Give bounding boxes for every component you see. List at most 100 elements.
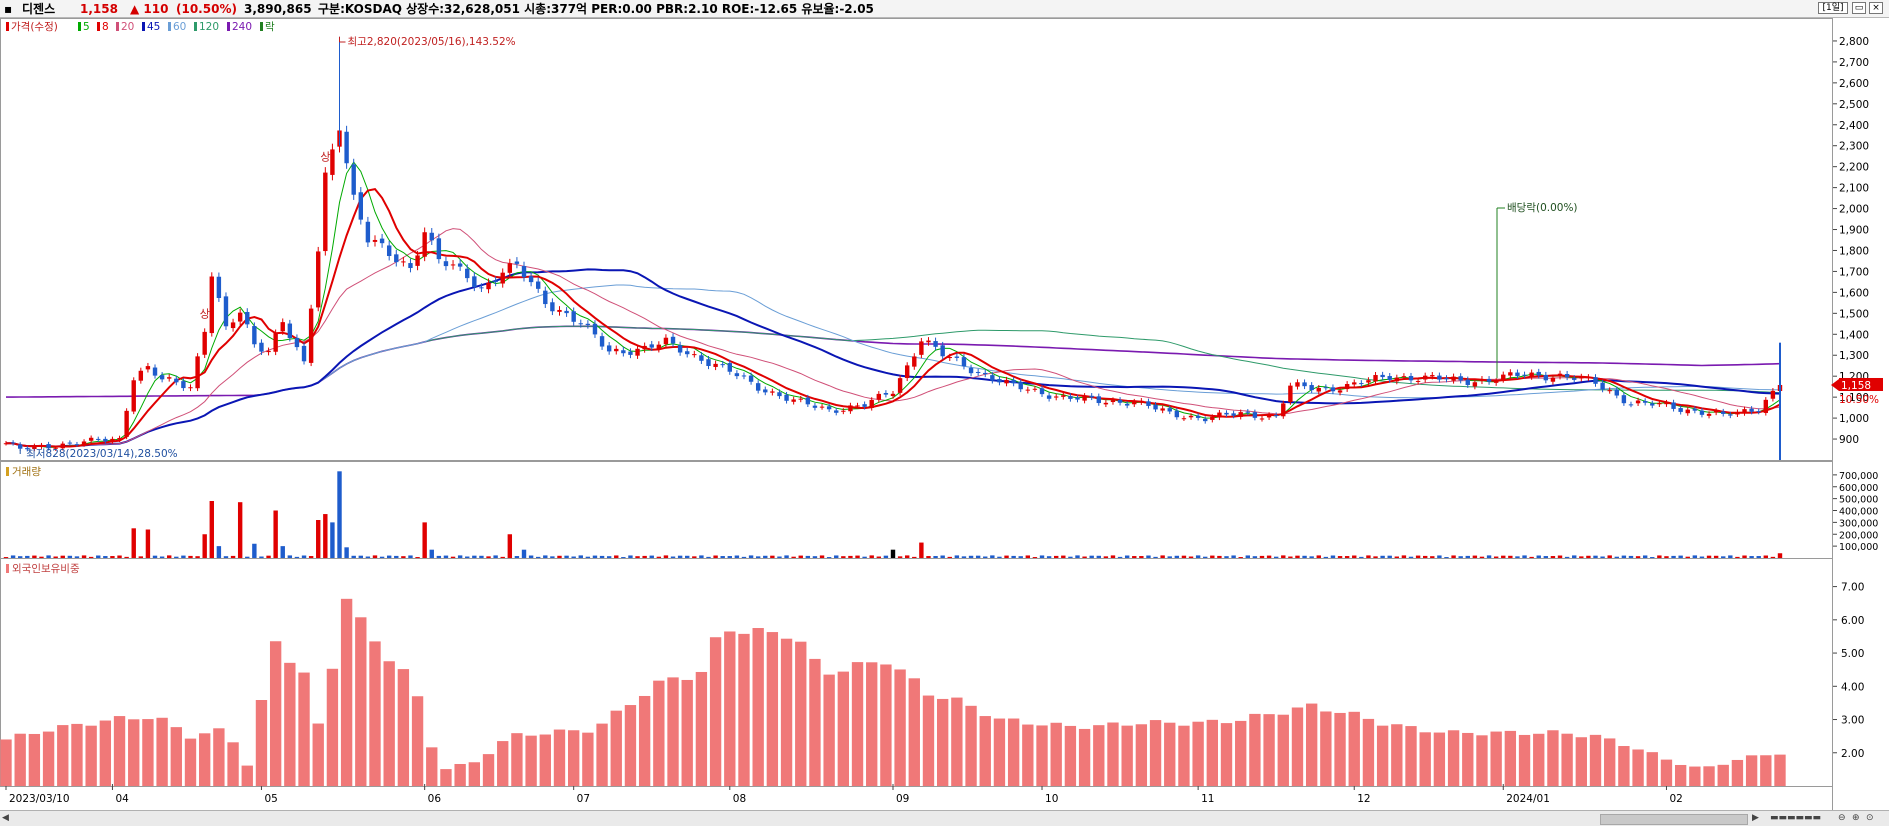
candle-body	[592, 323, 598, 335]
volume-bar	[1217, 555, 1222, 558]
candle	[1146, 398, 1151, 409]
candle	[1245, 409, 1250, 416]
candle	[805, 394, 811, 407]
zoom-out-icon[interactable]: ⊖	[1838, 813, 1846, 823]
candle-body	[1543, 374, 1549, 381]
price-tick-label: 1,900	[1839, 225, 1869, 237]
volume-bar	[1401, 555, 1407, 558]
foreign-bar	[979, 716, 991, 786]
candle-body	[883, 393, 889, 395]
scroll-left-icon[interactable]: ◀	[2, 813, 9, 823]
close-icon[interactable]: ×	[1869, 2, 1883, 14]
candle	[1117, 397, 1123, 406]
volume-bar	[685, 555, 690, 558]
candle	[685, 347, 690, 358]
volume-bar	[443, 555, 449, 558]
volume-bar	[124, 556, 129, 558]
volume-bar	[266, 555, 271, 558]
candle	[1139, 398, 1144, 405]
volume-bar	[599, 555, 605, 558]
candle	[1096, 393, 1101, 406]
candle	[472, 272, 477, 292]
volume-bar	[1266, 555, 1272, 558]
candle-body	[706, 359, 711, 366]
legend-label: 락	[265, 21, 275, 33]
zoom-slider-icon[interactable]: ▬▬▬▬▬▬	[1770, 813, 1822, 823]
volume-bar	[230, 555, 236, 558]
candle-body	[1373, 375, 1378, 382]
candle-body	[904, 365, 910, 379]
volume-bar	[1657, 555, 1662, 558]
candle-body	[308, 308, 314, 363]
volume-bar	[174, 556, 179, 558]
horizontal-scrollbar[interactable]: ◀ ▶ ▬▬▬▬▬▬ ⊖ ⊕ ⊙	[0, 810, 1889, 826]
candle	[408, 258, 413, 273]
volume-bar	[1586, 555, 1591, 558]
ma8-line	[5, 188, 1781, 448]
candle-body	[1203, 418, 1208, 422]
candle	[1366, 377, 1371, 386]
candle	[1650, 400, 1655, 409]
candle-body	[1415, 380, 1421, 382]
volume-bar	[323, 514, 328, 558]
candle-body	[53, 447, 58, 449]
price-tick-label: 1,700	[1839, 266, 1869, 278]
candle	[223, 292, 229, 330]
candle-body	[536, 281, 541, 289]
stock-name[interactable]: 디젠스	[22, 2, 56, 16]
candle	[1011, 377, 1016, 387]
candle	[841, 408, 846, 415]
candle-body	[1387, 376, 1392, 380]
candle-body	[252, 326, 257, 345]
candle-body	[1671, 402, 1676, 409]
current-price-label: 1,158	[1841, 380, 1871, 392]
volume-bar	[983, 556, 988, 558]
foreign-bar	[355, 617, 367, 786]
window-icon: ▪	[4, 2, 13, 16]
candle-body	[472, 276, 477, 288]
candle	[1373, 371, 1378, 385]
candle-body	[933, 341, 938, 347]
period-button[interactable]: [1일]	[1818, 2, 1848, 14]
x-tick-label: 02	[1669, 793, 1682, 805]
chart-area[interactable]: 9001,0001,1001,2001,3001,4001,5001,6001,…	[0, 18, 1889, 810]
volume-bar	[1203, 556, 1208, 558]
volume-bar	[1749, 556, 1754, 558]
scroll-right-icon[interactable]: ▶	[1752, 813, 1759, 823]
volume-bar	[848, 555, 853, 558]
candle	[1238, 409, 1243, 420]
restore-icon[interactable]: ▭	[1852, 2, 1866, 14]
candle	[443, 256, 449, 271]
candle-body	[1564, 373, 1570, 378]
candle	[1430, 372, 1435, 380]
volume-bar	[784, 555, 789, 558]
candle-body	[663, 337, 669, 345]
candle	[848, 402, 853, 414]
volume-bar	[117, 555, 122, 558]
volume-bar	[479, 555, 484, 558]
zoom-reset-icon[interactable]: ⊙	[1866, 813, 1874, 823]
candle-body	[1217, 412, 1222, 418]
candle-body	[1692, 408, 1698, 411]
candle-body	[912, 356, 917, 367]
foreign-bar	[624, 705, 637, 786]
candle	[1635, 397, 1641, 406]
candle	[415, 250, 420, 271]
candle-body	[1330, 387, 1336, 392]
scroll-thumb[interactable]	[1600, 814, 1748, 825]
volume-bar	[990, 555, 995, 558]
candle-body	[770, 391, 775, 393]
candle	[904, 362, 910, 382]
volume-bar	[1288, 556, 1293, 558]
candle-body	[401, 261, 406, 263]
foreign-bar	[454, 763, 466, 786]
foreign-bar	[965, 705, 977, 786]
high-annotation: 최고2,820(2023/05/16),143.52%	[348, 36, 516, 48]
volume-bar	[1032, 557, 1038, 559]
volume-bar	[223, 556, 229, 558]
candle-body	[1281, 403, 1286, 417]
zoom-in-icon[interactable]: ⊕	[1852, 813, 1860, 823]
candle-body	[117, 437, 122, 440]
candle	[145, 362, 151, 373]
candle	[301, 342, 307, 365]
